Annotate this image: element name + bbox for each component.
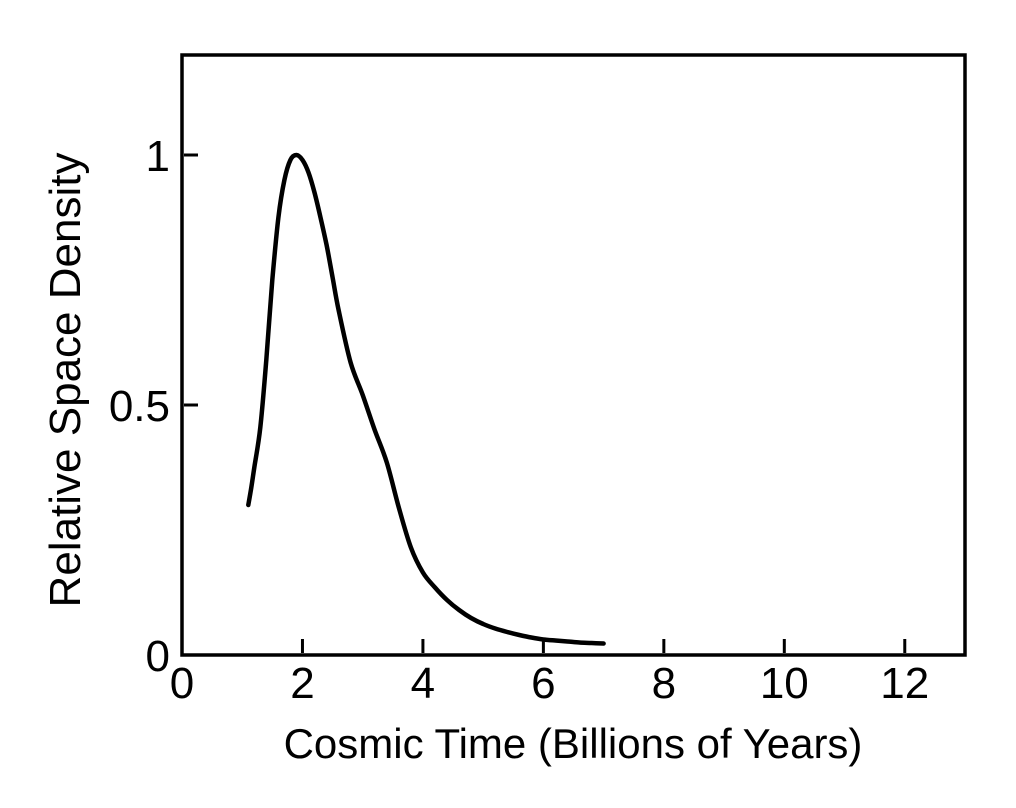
x-tick-label: 10 bbox=[760, 659, 809, 708]
axis-tick-marks bbox=[184, 153, 907, 653]
x-tick-label: 12 bbox=[880, 659, 929, 708]
plot-border bbox=[180, 53, 967, 657]
density-curve bbox=[246, 152, 606, 646]
axis-tick-labels: 0 2 4 6 8 10 12 0 0.5 1 bbox=[109, 132, 929, 708]
y-tick-label: 0 bbox=[146, 632, 170, 681]
y-tick-label: 1 bbox=[146, 132, 170, 181]
x-axis-label: Cosmic Time (Billions of Years) bbox=[284, 720, 863, 767]
x-tick-label: 2 bbox=[290, 659, 314, 708]
x-tick-label: 8 bbox=[652, 659, 676, 708]
x-tick-label: 6 bbox=[531, 659, 555, 708]
y-tick-label: 0.5 bbox=[109, 382, 170, 431]
y-axis-label: Relative Space Density bbox=[41, 153, 90, 608]
x-tick-label: 4 bbox=[411, 659, 435, 708]
x-tick-label: 0 bbox=[170, 659, 194, 708]
